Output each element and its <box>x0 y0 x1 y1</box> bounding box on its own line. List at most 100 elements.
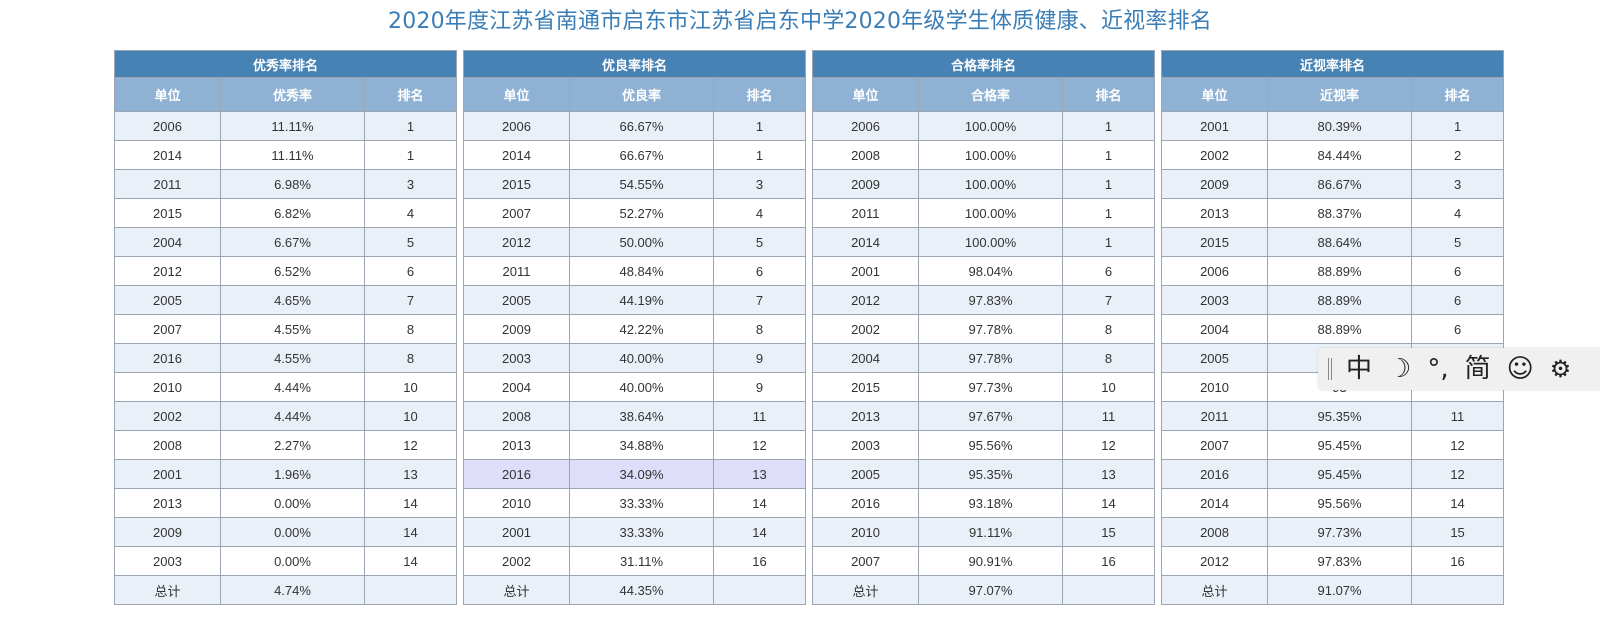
table-pass-rate: 合格率排名 单位 合格率 排名 2006 100.00% 1 2008 100.00% 1… <box>812 50 1156 605</box>
table-row: 2002 4.44% 10 <box>114 401 458 431</box>
table-row: 2016 4.55% 8 <box>114 343 458 373</box>
table-row: 2002 31.11% 16 <box>463 546 807 576</box>
total-row: 总计 44.35% <box>463 575 807 605</box>
table-row: 2012 97.83% 7 <box>812 285 1156 315</box>
cell-rank: 6 <box>1411 285 1505 315</box>
table-row: 2001 80.39% 1 <box>1161 111 1505 141</box>
cell-rate: 2.27% <box>220 430 365 460</box>
ime-toolbar: 中 ☽ °, 简 ☺ ⚙ <box>1318 348 1600 390</box>
cell-rate: 95.35% <box>1267 401 1413 431</box>
table-row: 2012 50.00% 5 <box>463 227 807 257</box>
cell-unit: 2001 <box>1161 111 1269 141</box>
cell-rank: 14 <box>713 517 807 547</box>
table-row: 2011 95.35% 11 <box>1161 401 1505 431</box>
cell-unit: 2003 <box>114 546 221 576</box>
cell-unit: 2011 <box>812 198 920 228</box>
cell-unit: 2010 <box>1161 372 1269 402</box>
table-title: 优良率排名 <box>463 50 807 78</box>
cell-rank: 13 <box>713 459 807 489</box>
table-row: 2008 97.73% 15 <box>1161 517 1505 547</box>
table-row: 2002 84.44% 2 <box>1161 140 1505 170</box>
cell-unit: 2010 <box>463 488 571 518</box>
cell-rank: 4 <box>713 198 807 228</box>
cell-rate: 97.83% <box>1267 546 1413 576</box>
page-title: 2020年度江苏省南通市启东市江苏省启东中学2020年级学生体质健康、近视率排名 <box>388 9 1212 34</box>
cell-unit: 2015 <box>463 169 571 199</box>
moon-icon[interactable]: ☽ <box>1388 354 1412 384</box>
cell-unit: 2012 <box>812 285 920 315</box>
total-label: 总计 <box>1161 575 1269 605</box>
cell-rank: 12 <box>1411 459 1505 489</box>
cell-unit: 2016 <box>114 343 221 373</box>
cell-unit: 2002 <box>114 401 221 431</box>
table-title: 近视率排名 <box>1161 50 1505 78</box>
emoji-icon[interactable]: ☺ <box>1506 354 1534 384</box>
cell-unit: 2010 <box>812 517 920 547</box>
table-row: 2008 100.00% 1 <box>812 140 1156 170</box>
cell-unit: 2014 <box>812 227 920 257</box>
cell-rank: 1 <box>1062 227 1156 257</box>
cell-rank: 1 <box>363 140 458 170</box>
cell-unit: 2004 <box>114 227 221 257</box>
punctuation-icon[interactable]: °, <box>1427 354 1449 384</box>
language-mode-icon[interactable]: 中 <box>1346 354 1373 384</box>
cell-unit: 2013 <box>463 430 571 460</box>
drag-handle[interactable] <box>1328 358 1332 380</box>
cell-rate: 33.33% <box>569 488 715 518</box>
cell-unit: 2008 <box>1161 517 1269 547</box>
cell-rate: 52.27% <box>569 198 715 228</box>
total-rank <box>1411 575 1505 605</box>
cell-rank: 3 <box>363 169 458 199</box>
table-row: 2001 98.04% 6 <box>812 256 1156 286</box>
cell-rank: 1 <box>1062 111 1156 141</box>
cell-rate: 88.89% <box>1267 314 1413 344</box>
table-row: 2009 86.67% 3 <box>1161 169 1505 199</box>
cell-unit: 2002 <box>463 546 571 576</box>
cell-rate: 97.73% <box>918 372 1064 402</box>
cell-rate: 6.82% <box>220 198 365 228</box>
table-row: 2013 88.37% 4 <box>1161 198 1505 228</box>
total-rate: 4.74% <box>220 575 365 605</box>
total-row: 总计 4.74% <box>114 575 458 605</box>
cell-rate: 66.67% <box>569 111 715 141</box>
cell-unit: 2008 <box>812 140 920 170</box>
cell-unit: 2013 <box>114 488 221 518</box>
cell-rate: 54.55% <box>569 169 715 199</box>
table-row: 2006 11.11% 1 <box>114 111 458 141</box>
cell-rank: 10 <box>363 401 458 431</box>
cell-rate: 98.04% <box>918 256 1064 286</box>
cell-rank: 15 <box>1411 517 1505 547</box>
table-row: 2007 90.91% 16 <box>812 546 1156 576</box>
cell-rank: 7 <box>713 285 807 315</box>
total-rank <box>713 575 807 605</box>
cell-rate: 44.19% <box>569 285 715 315</box>
cell-rank: 8 <box>1062 314 1156 344</box>
table-row: 2008 38.64% 11 <box>463 401 807 431</box>
table-row: 2009 0.00% 14 <box>114 517 458 547</box>
cell-rate: 90.91% <box>918 546 1064 576</box>
column-header-rate: 近视率 <box>1267 77 1413 112</box>
cell-unit: 2009 <box>114 517 221 547</box>
table-row: 2002 97.78% 8 <box>812 314 1156 344</box>
cell-unit: 2008 <box>463 401 571 431</box>
column-header-rate: 优良率 <box>569 77 715 112</box>
cell-rate: 4.55% <box>220 343 365 373</box>
cell-unit: 2016 <box>463 459 571 489</box>
column-header-rank: 排名 <box>713 77 807 112</box>
cell-unit: 2015 <box>812 372 920 402</box>
cell-rank: 6 <box>1411 314 1505 344</box>
table-row: 2007 95.45% 12 <box>1161 430 1505 460</box>
cell-unit: 2006 <box>463 111 571 141</box>
total-label: 总计 <box>463 575 571 605</box>
settings-icon[interactable]: ⚙ <box>1549 355 1572 383</box>
simplified-chinese-icon[interactable]: 简 <box>1464 354 1491 384</box>
table-row: 2015 88.64% 5 <box>1161 227 1505 257</box>
cell-rate: 4.65% <box>220 285 365 315</box>
table-row: 2011 48.84% 6 <box>463 256 807 286</box>
cell-rate: 42.22% <box>569 314 715 344</box>
total-label: 总计 <box>812 575 920 605</box>
cell-rank: 14 <box>363 488 458 518</box>
table-row: 2013 97.67% 11 <box>812 401 1156 431</box>
cell-unit: 2010 <box>114 372 221 402</box>
cell-rate: 40.00% <box>569 372 715 402</box>
